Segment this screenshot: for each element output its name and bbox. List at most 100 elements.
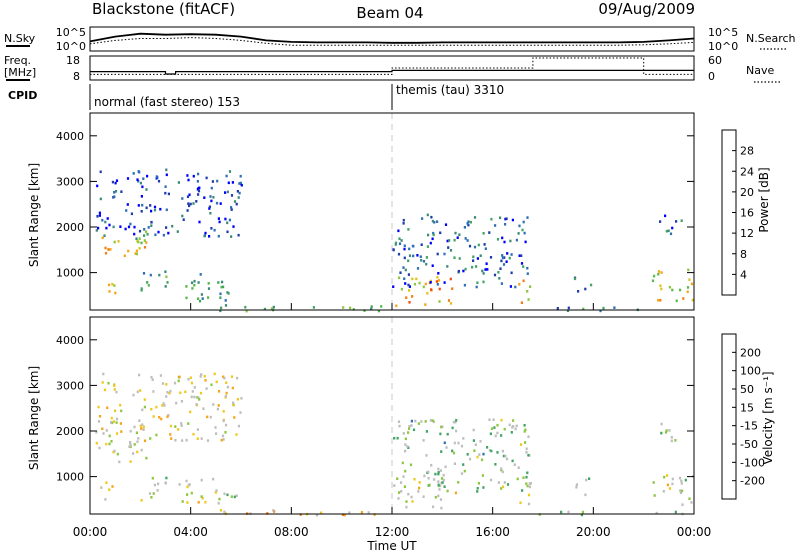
- velocity-cell: [400, 490, 403, 493]
- velocity-cell: [522, 476, 525, 479]
- velocity-cell: [224, 431, 227, 434]
- power-cell: [222, 285, 225, 289]
- velocity-cell: [437, 471, 440, 474]
- velocity-cell: [320, 511, 323, 515]
- power-cell: [482, 280, 485, 284]
- velocity-cell: [114, 409, 117, 413]
- power-cell: [120, 190, 123, 193]
- power-cell: [405, 296, 408, 299]
- power-colorbar-tick-label: 20: [740, 186, 754, 199]
- power-cell: [425, 262, 428, 266]
- power-cell: [113, 284, 116, 287]
- velocity-cell: [138, 419, 141, 422]
- power-cell: [101, 218, 104, 222]
- velocity-cell: [393, 436, 396, 440]
- power-cell: [140, 195, 143, 198]
- power-cell: [105, 226, 108, 230]
- velocity-cell: [454, 491, 457, 495]
- power-cell: [419, 255, 422, 258]
- velocity-cell: [180, 424, 183, 427]
- velocity-cell: [266, 512, 269, 515]
- power-cell: [520, 301, 523, 304]
- power-cell: [421, 217, 424, 220]
- power-cell: [145, 206, 148, 210]
- velocity-cell: [202, 407, 205, 410]
- velocity-cell: [110, 421, 113, 424]
- velocity-cell: [152, 492, 155, 495]
- power-cell: [158, 273, 161, 277]
- power-cell: [403, 277, 406, 280]
- power-cell: [227, 292, 230, 295]
- power-cell: [154, 233, 157, 237]
- velocity-cell: [136, 390, 139, 394]
- power-cell: [238, 191, 241, 195]
- velocity-cell: [581, 510, 584, 514]
- velocity-cell: [526, 471, 529, 475]
- velocity-cell: [408, 425, 411, 428]
- power-cell: [397, 252, 401, 256]
- power-cell: [230, 206, 233, 209]
- power-cell: [108, 290, 111, 293]
- velocity-cell: [520, 443, 523, 446]
- velocity-cell: [585, 478, 588, 482]
- power-cell: [198, 220, 201, 224]
- power-cell: [176, 230, 179, 233]
- power-cell: [146, 281, 149, 284]
- power-cell: [668, 285, 671, 289]
- velocity-cell: [118, 460, 121, 464]
- power-cell: [153, 208, 157, 212]
- velocity-ytick-label: 4000: [56, 334, 84, 347]
- power-cell: [510, 253, 513, 256]
- power-cell: [523, 231, 526, 235]
- velocity-cell: [666, 474, 669, 477]
- velocity-cell: [681, 489, 684, 493]
- velocity-colorbar-tick-label: 200: [740, 346, 761, 359]
- velocity-cell: [174, 425, 177, 428]
- velocity-cell: [105, 481, 108, 484]
- power-cell: [416, 267, 420, 270]
- velocity-cell: [670, 439, 673, 443]
- power-cell: [435, 280, 438, 283]
- power-ytick-label: 3000: [56, 175, 84, 188]
- velocity-cell: [453, 462, 456, 465]
- power-cell: [193, 284, 196, 287]
- power-cell: [217, 234, 220, 238]
- power-cell: [188, 193, 191, 197]
- power-cell: [430, 215, 433, 219]
- power-cell: [686, 286, 690, 289]
- velocity-cell: [440, 506, 443, 510]
- power-colorbar-tick-label: 4: [740, 268, 747, 281]
- velocity-cell: [113, 384, 116, 387]
- power-cell: [496, 238, 500, 241]
- velocity-cell: [233, 495, 236, 499]
- freq-series: [90, 57, 694, 75]
- velocity-cell: [440, 425, 443, 429]
- power-cell: [489, 256, 493, 259]
- power-cell: [157, 230, 160, 234]
- power-cell: [181, 214, 184, 218]
- power-cell: [472, 259, 475, 262]
- power-cell: [443, 281, 446, 284]
- velocity-cell: [477, 482, 480, 485]
- velocity-cell: [525, 475, 528, 479]
- velocity-cell: [219, 509, 223, 512]
- velocity-cell: [168, 391, 171, 395]
- power-cell: [471, 265, 474, 269]
- velocity-cell: [200, 478, 203, 482]
- velocity-cell: [230, 495, 233, 498]
- velocity-cell: [187, 378, 190, 381]
- power-cell: [504, 217, 507, 221]
- velocity-cell: [97, 405, 100, 409]
- power-cell: [201, 297, 204, 300]
- power-cell: [453, 256, 456, 259]
- velocity-cell: [129, 443, 132, 446]
- power-cell: [216, 179, 219, 183]
- power-cell: [171, 224, 174, 228]
- velocity-cell: [193, 395, 196, 399]
- velocity-cell: [204, 379, 207, 382]
- velocity-cell: [472, 439, 475, 442]
- power-cell: [394, 241, 398, 245]
- velocity-cell: [177, 379, 180, 383]
- power-ytick-label: 2000: [56, 221, 84, 234]
- velocity-cell: [668, 487, 671, 490]
